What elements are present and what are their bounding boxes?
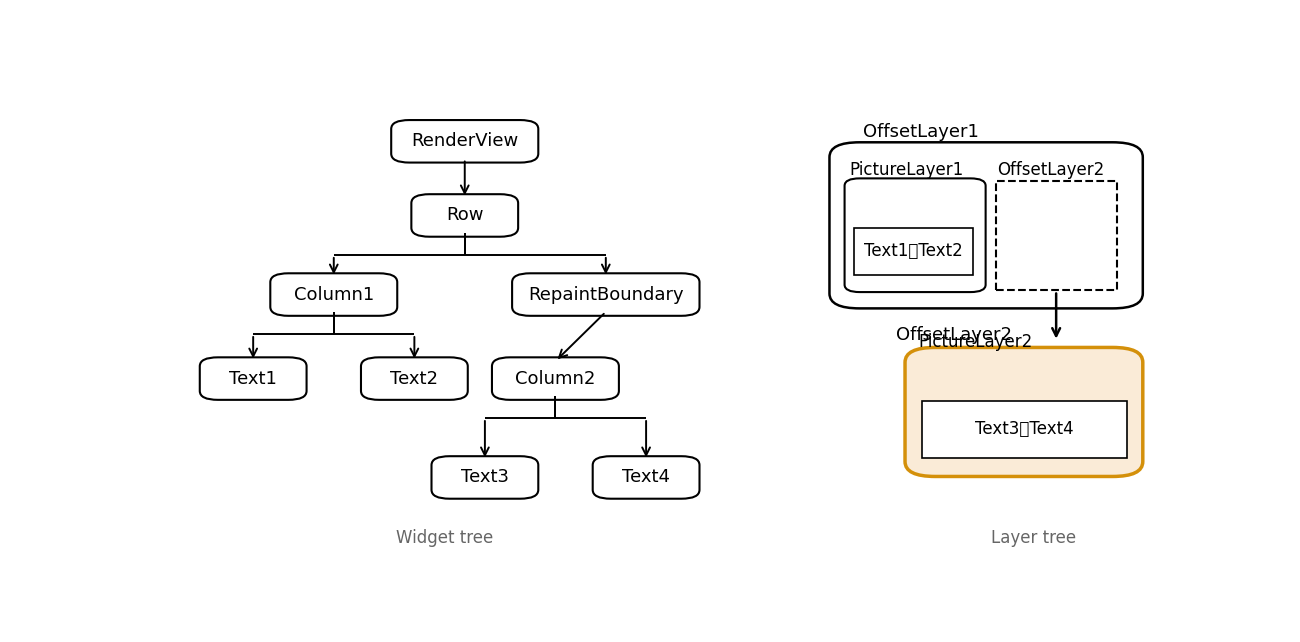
Text: OffsetLayer1: OffsetLayer1 [863,123,979,141]
Text: Text3、Text4: Text3、Text4 [975,421,1074,438]
Text: OffsetLayer2: OffsetLayer2 [896,326,1011,344]
Text: PictureLayer2: PictureLayer2 [918,333,1032,351]
Text: Text1、Text2: Text1、Text2 [863,242,962,260]
FancyBboxPatch shape [845,178,985,292]
FancyBboxPatch shape [512,273,699,316]
Text: Text1: Text1 [229,370,277,388]
FancyBboxPatch shape [491,358,619,400]
FancyBboxPatch shape [593,456,699,499]
FancyBboxPatch shape [200,358,307,400]
FancyBboxPatch shape [270,273,398,316]
Text: RepaintBoundary: RepaintBoundary [528,286,684,304]
Text: PictureLayer1: PictureLayer1 [850,161,963,179]
Text: Text2: Text2 [390,370,438,388]
FancyBboxPatch shape [996,181,1117,290]
Text: Column1: Column1 [294,286,374,304]
FancyBboxPatch shape [411,194,519,237]
Text: OffsetLayer2: OffsetLayer2 [997,161,1104,179]
FancyBboxPatch shape [432,456,538,499]
Text: Widget tree: Widget tree [396,528,493,547]
Text: Text3: Text3 [462,469,508,487]
FancyBboxPatch shape [905,347,1143,476]
Text: Row: Row [446,207,484,225]
FancyBboxPatch shape [361,358,468,400]
Text: Column2: Column2 [515,370,595,388]
Text: Text4: Text4 [623,469,670,487]
FancyBboxPatch shape [922,401,1127,458]
FancyBboxPatch shape [829,143,1143,308]
FancyBboxPatch shape [854,228,972,275]
Text: Layer tree: Layer tree [992,528,1076,547]
Text: RenderView: RenderView [411,132,519,150]
FancyBboxPatch shape [391,120,538,162]
